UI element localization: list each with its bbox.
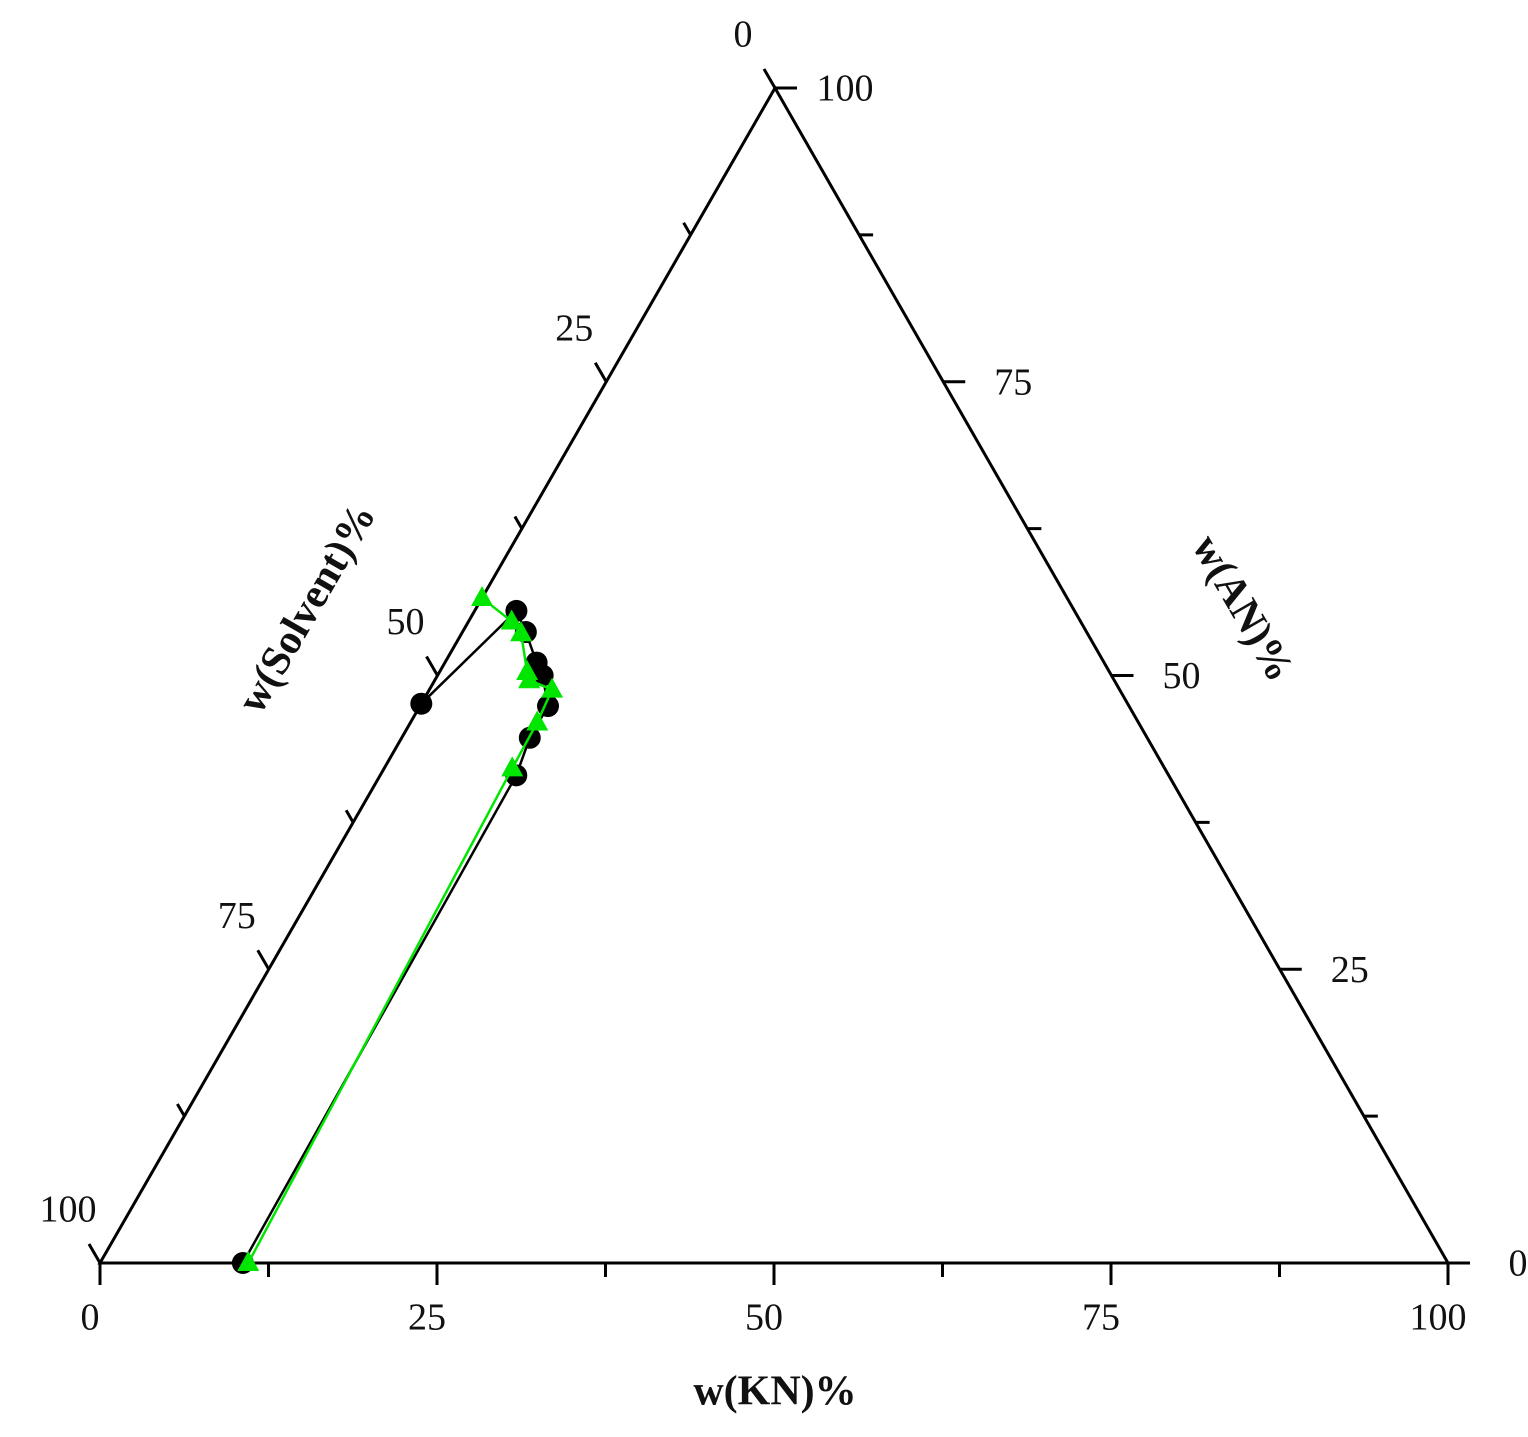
point [410,692,433,715]
tick-label: 100 [1410,1297,1467,1339]
tick-label: 75 [1082,1297,1120,1339]
point [237,1251,260,1271]
point [510,621,533,642]
tick-mark [762,68,777,89]
axis-title: w(Solvent)% [229,496,386,721]
tick-mark [513,515,524,530]
tick-label: 100 [817,68,874,110]
point [471,585,494,606]
tick-label: 0 [1509,1243,1528,1285]
tick-label: 50 [387,601,425,643]
tick-label: 50 [745,1297,783,1339]
tick-label: 100 [40,1189,97,1231]
series-line [247,596,554,1264]
tick-mark [682,222,692,236]
point [516,659,539,680]
tick-mark [344,809,355,824]
point [501,756,524,777]
tick-mark [176,1103,186,1117]
tick-mark [425,655,439,677]
tick-mark [593,361,608,383]
tick-label: 75 [994,361,1032,403]
tick-label: 25 [1331,949,1369,991]
axis-title: w(KN)% [693,1369,856,1415]
tick-label: 0 [734,14,753,56]
axis-title: w(AN)% [1183,527,1303,689]
tick-label: 25 [408,1297,446,1339]
tick-mark [256,949,271,971]
tick-label: 25 [555,307,593,349]
tick-label: 0 [81,1297,100,1339]
tick-label: 75 [218,895,256,937]
point [541,677,564,698]
tick-mark [87,1243,102,1264]
tick-label: 50 [1163,655,1201,697]
ternary-frame [97,84,1451,1265]
point [500,609,523,630]
point [526,710,549,731]
